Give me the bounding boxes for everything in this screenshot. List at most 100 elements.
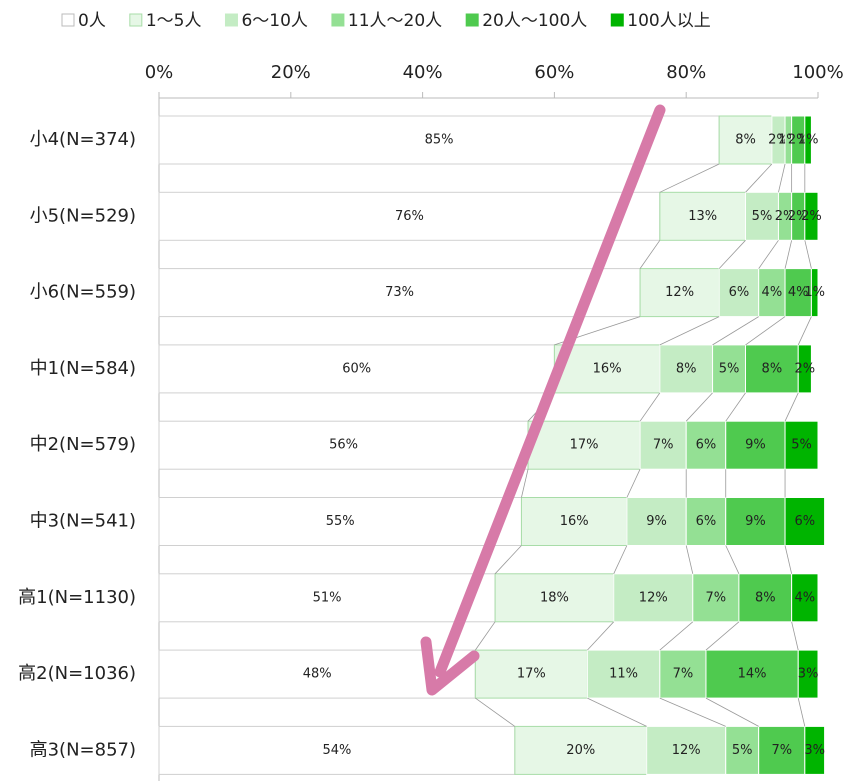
bar-segment bbox=[745, 191, 779, 241]
value-label: 2% bbox=[768, 133, 789, 148]
value-label: 8% bbox=[735, 133, 756, 148]
series-line bbox=[797, 698, 806, 727]
legend-label: 0人 bbox=[78, 11, 106, 31]
value-label: 2% bbox=[788, 133, 809, 148]
bar-segment bbox=[804, 725, 826, 775]
bar-segment bbox=[758, 725, 806, 775]
bar-segment bbox=[685, 420, 727, 470]
series-line bbox=[718, 240, 746, 269]
value-label: 9% bbox=[646, 514, 667, 529]
value-label: 6% bbox=[696, 514, 717, 529]
bar-segment bbox=[659, 191, 747, 241]
series-line bbox=[494, 545, 522, 575]
series-line bbox=[705, 697, 759, 727]
series-line bbox=[659, 163, 720, 193]
series-line bbox=[587, 697, 647, 727]
arrow-head bbox=[420, 636, 480, 696]
series-line bbox=[626, 469, 641, 498]
bar-segment bbox=[725, 725, 760, 775]
value-label: 1% bbox=[798, 133, 819, 148]
legend-label: 20人〜100人 bbox=[482, 11, 587, 31]
bar-segment bbox=[784, 497, 826, 546]
bar-segment bbox=[626, 497, 687, 546]
legend-label: 100人以上 bbox=[627, 11, 710, 31]
series-line bbox=[587, 621, 615, 651]
value-label: 7% bbox=[706, 590, 727, 605]
series-line bbox=[659, 621, 694, 651]
bar-segment bbox=[797, 649, 819, 699]
value-label: 20% bbox=[566, 743, 595, 758]
bar-segment bbox=[738, 573, 793, 623]
bar-segment bbox=[659, 649, 707, 699]
value-label: 2% bbox=[795, 361, 816, 376]
legend-swatch bbox=[610, 13, 624, 27]
value-label: 7% bbox=[673, 667, 694, 682]
y-tick-label: 小4(N=374) bbox=[30, 129, 136, 150]
value-label: 55% bbox=[326, 514, 355, 529]
series-line bbox=[784, 545, 793, 574]
bar-segment bbox=[692, 573, 740, 623]
bar-segment bbox=[718, 268, 760, 318]
series-line bbox=[705, 621, 740, 651]
bar-segment bbox=[797, 344, 812, 394]
y-tick-label: 中1(N=584) bbox=[30, 358, 136, 379]
value-label: 85% bbox=[425, 133, 454, 148]
value-label: 8% bbox=[676, 361, 697, 376]
value-label: 12% bbox=[639, 590, 668, 605]
series-line bbox=[804, 240, 812, 269]
value-label: 8% bbox=[762, 361, 783, 376]
value-label: 7% bbox=[771, 743, 792, 758]
value-label: 8% bbox=[755, 590, 776, 605]
value-label: 16% bbox=[560, 514, 589, 529]
value-label: 1% bbox=[804, 285, 825, 300]
value-label: 2% bbox=[788, 209, 809, 224]
bar-segment bbox=[810, 268, 819, 318]
bar-segment bbox=[158, 115, 720, 165]
value-label: 14% bbox=[738, 667, 767, 682]
series-line bbox=[613, 545, 628, 574]
value-label: 12% bbox=[672, 743, 701, 758]
series-line bbox=[725, 545, 740, 574]
series-line bbox=[784, 240, 793, 269]
plot: 0人 1〜5人 6〜10人 11人〜20人 20人〜100人 100人以上 0% 20% 40%… bbox=[18, 11, 844, 781]
value-label: 9% bbox=[745, 438, 766, 453]
value-label: 3% bbox=[798, 667, 819, 682]
bar-segment bbox=[158, 725, 516, 775]
y-tick-label: 高3(N=857) bbox=[30, 739, 136, 760]
trend-arrow bbox=[420, 104, 666, 696]
bar-segment bbox=[158, 268, 641, 318]
x-tick-label: 40% bbox=[403, 62, 443, 83]
value-label: 76% bbox=[395, 209, 424, 224]
bar-segment bbox=[514, 725, 648, 775]
value-label: 7% bbox=[653, 438, 674, 453]
bar-segment bbox=[553, 344, 661, 394]
legend-label: 6〜10人 bbox=[241, 11, 307, 31]
value-label: 4% bbox=[762, 285, 783, 300]
bar-segment bbox=[804, 191, 819, 241]
value-label: 6% bbox=[729, 285, 750, 300]
value-label: 5% bbox=[752, 209, 773, 224]
value-label: 11% bbox=[609, 667, 638, 682]
value-label: 5% bbox=[791, 438, 812, 453]
bar-segment bbox=[639, 420, 687, 470]
bar-segment bbox=[745, 344, 799, 394]
value-label: 12% bbox=[665, 285, 694, 300]
bar-segment bbox=[639, 268, 720, 318]
legend-swatch bbox=[129, 13, 143, 27]
arrow-shaft bbox=[434, 104, 666, 678]
x-tick-label: 60% bbox=[534, 62, 574, 83]
series-line bbox=[521, 469, 529, 498]
bar-segment bbox=[725, 420, 786, 470]
value-label: 6% bbox=[696, 438, 717, 453]
series-line bbox=[712, 316, 759, 346]
x-tick-label: 0% bbox=[145, 62, 174, 83]
value-label: 5% bbox=[732, 743, 753, 758]
value-label: 3% bbox=[804, 743, 825, 758]
bar-segment bbox=[646, 725, 727, 775]
value-label: 17% bbox=[517, 667, 546, 682]
value-label: 18% bbox=[540, 590, 569, 605]
legend-swatch bbox=[465, 13, 479, 27]
value-label: 2% bbox=[775, 209, 796, 224]
legend-label: 11人〜20人 bbox=[348, 11, 442, 31]
x-tick-label: 80% bbox=[666, 62, 706, 83]
